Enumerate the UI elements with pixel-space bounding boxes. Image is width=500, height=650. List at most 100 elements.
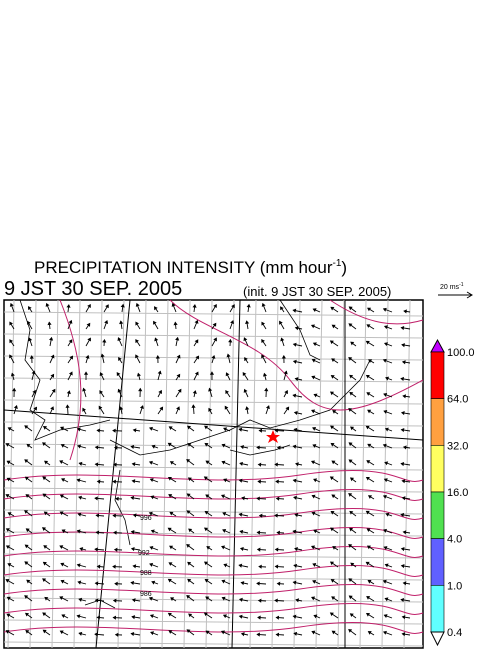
wind-arrow-head: [279, 320, 283, 325]
wind-arrow-head: [246, 303, 251, 308]
isobar-label: 988: [140, 570, 152, 577]
colorbar-top: [430, 338, 445, 353]
wind-arrow-head: [192, 304, 197, 308]
wind-arrow-head: [220, 630, 225, 635]
wind-arrow-head: [365, 510, 370, 515]
wind-arrow-head: [77, 512, 82, 517]
wind-arrow-head: [153, 320, 157, 325]
wind-arrow-head: [176, 354, 181, 359]
wind-arrow-head: [149, 478, 154, 483]
wind-arrow-head: [112, 598, 117, 603]
wind-arrow-head: [50, 406, 54, 411]
wind-arrow-head: [42, 578, 47, 583]
wind-arrow-head: [149, 614, 154, 619]
wind-arrow-head: [7, 427, 12, 431]
wind-arrow-head: [24, 544, 29, 549]
wind-arrow-head: [331, 596, 336, 601]
wind-arrow-head: [330, 579, 335, 583]
wind-arrow-head: [222, 529, 227, 533]
colorbar-label: 1.0: [447, 580, 462, 592]
scale-arrow-label: 20 ms-1: [440, 282, 464, 291]
isobar: [329, 299, 424, 325]
wind-arrow-head: [51, 388, 56, 393]
wind-arrow-head: [292, 393, 297, 398]
wind-arrow-head: [292, 478, 297, 483]
wind-arrow-head: [24, 459, 29, 463]
map: 996 992 988 986: [3, 299, 424, 649]
wind-arrow-head: [383, 546, 388, 550]
wind-arrow-head: [284, 390, 288, 395]
wind-arrow-head: [26, 443, 31, 448]
wind-arrow-head: [186, 544, 191, 548]
map-frame-lines: [3, 299, 424, 649]
wind-arrow-head: [400, 512, 405, 518]
wind-arrow-head: [191, 404, 196, 408]
wind-arrow-head: [79, 547, 84, 552]
wind-arrow-head: [173, 321, 178, 326]
wind-arrow-head: [96, 479, 101, 484]
wind-arrow-head: [367, 307, 372, 312]
wind-arrow-head: [116, 372, 121, 377]
wind-arrow-head: [348, 578, 353, 583]
wind-arrow-head: [366, 596, 371, 600]
wind-arrow-head: [135, 321, 140, 326]
wind-arrow-head: [205, 630, 210, 635]
wind-arrow-head: [221, 460, 226, 465]
colorbar-label: 16.0: [447, 487, 468, 499]
wind-arrow-head: [187, 442, 192, 447]
wind-arrow-head: [194, 371, 199, 376]
wind-arrow-head: [43, 425, 48, 430]
wind-arrow-head: [96, 615, 101, 620]
wind-arrow-head: [226, 353, 231, 358]
wind-arrow-head: [130, 631, 135, 637]
wind-arrow-head: [60, 579, 65, 584]
wind-arrow-head: [400, 461, 405, 467]
wind-arrow-head: [60, 562, 65, 567]
wind-arrow-head: [167, 527, 172, 532]
wind-arrow-head: [105, 304, 109, 309]
wind-arrow-head: [148, 596, 153, 601]
wind-arrow-head: [96, 428, 101, 433]
wind-arrow-head: [350, 341, 355, 346]
colorbar-segment: [430, 398, 445, 446]
wind-arrow-head: [258, 428, 263, 433]
wind-arrow-head: [312, 426, 317, 431]
wind-arrow-head: [382, 579, 387, 584]
wind-arrow-head: [366, 528, 371, 532]
wind-arrow-head: [99, 390, 104, 395]
wind-arrow-head: [401, 479, 406, 484]
wind-arrow-head: [169, 545, 174, 550]
wind-arrow-head: [384, 427, 389, 432]
wind-arrow-head: [203, 561, 209, 566]
wind-arrow-head: [383, 392, 388, 397]
wind-arrow-head: [149, 562, 154, 567]
wind-arrow-head: [329, 340, 334, 345]
wind-arrow-head: [382, 307, 387, 312]
wind-arrow-head: [150, 529, 155, 534]
wind-arrow-head: [104, 320, 109, 324]
wind-arrow-head: [33, 406, 38, 411]
wind-arrow-head: [139, 405, 144, 410]
wind-arrow-head: [258, 564, 262, 569]
wind-arrow-head: [238, 427, 243, 432]
wind-arrow-head: [366, 460, 371, 464]
wind-arrow-head: [368, 359, 373, 363]
wind-arrow-head: [130, 529, 135, 535]
wind-arrow-head: [275, 632, 280, 637]
wind-arrow-head: [68, 339, 73, 344]
wind-arrow-head: [66, 304, 71, 308]
wind-arrow-head: [221, 596, 226, 601]
wind-arrow-head: [264, 387, 269, 392]
wind-arrow-head: [257, 479, 261, 484]
wind-arrow-head: [204, 527, 209, 532]
wind-arrow-head: [213, 304, 217, 309]
wind-arrow-head: [132, 428, 137, 433]
wind-arrow-head: [96, 564, 101, 569]
wind-arrow-head: [293, 427, 298, 432]
wind-arrow-head: [225, 390, 229, 395]
wind-arrow-head: [209, 371, 215, 375]
wind-arrow-head: [383, 528, 388, 533]
wind-arrow-head: [311, 358, 316, 363]
wind-arrow-head: [94, 496, 98, 501]
wind-arrow-head: [400, 411, 405, 416]
